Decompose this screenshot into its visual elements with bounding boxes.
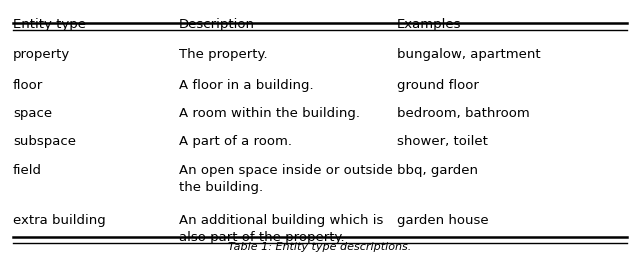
Text: Description: Description bbox=[179, 18, 255, 31]
Text: An additional building which is
also part of the property.: An additional building which is also par… bbox=[179, 213, 383, 243]
Text: The property.: The property. bbox=[179, 48, 268, 61]
Text: space: space bbox=[13, 107, 52, 120]
Text: floor: floor bbox=[13, 79, 43, 92]
Text: field: field bbox=[13, 164, 42, 177]
Text: subspace: subspace bbox=[13, 135, 76, 148]
Text: ground floor: ground floor bbox=[397, 79, 479, 92]
Text: A floor in a building.: A floor in a building. bbox=[179, 79, 314, 92]
Text: extra building: extra building bbox=[13, 213, 106, 226]
Text: Entity type: Entity type bbox=[13, 18, 86, 31]
Text: garden house: garden house bbox=[397, 213, 488, 226]
Text: shower, toilet: shower, toilet bbox=[397, 135, 488, 148]
Text: bungalow, apartment: bungalow, apartment bbox=[397, 48, 540, 61]
Text: An open space inside or outside
the building.: An open space inside or outside the buil… bbox=[179, 164, 393, 194]
Text: bbq, garden: bbq, garden bbox=[397, 164, 478, 177]
Text: property: property bbox=[13, 48, 70, 61]
Text: Table 1: Entity type descriptions.: Table 1: Entity type descriptions. bbox=[228, 242, 412, 251]
Text: bedroom, bathroom: bedroom, bathroom bbox=[397, 107, 529, 120]
Text: Examples: Examples bbox=[397, 18, 461, 31]
Text: A room within the building.: A room within the building. bbox=[179, 107, 360, 120]
Text: A part of a room.: A part of a room. bbox=[179, 135, 292, 148]
